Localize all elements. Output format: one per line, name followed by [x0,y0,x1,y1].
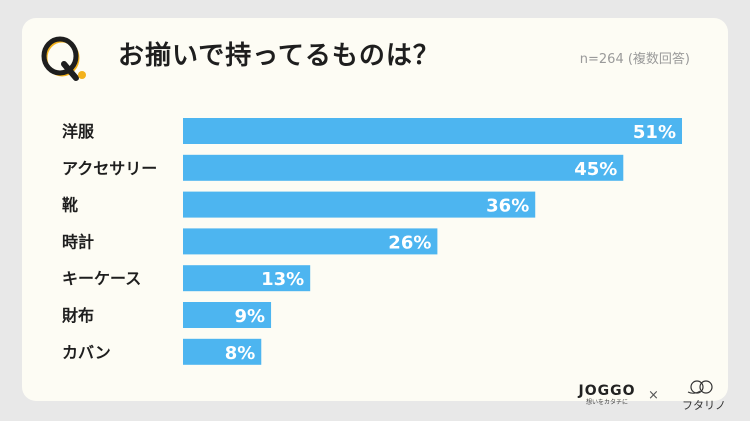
bar [183,154,624,181]
category-label: アクセサリー [62,159,157,178]
chart-title: お揃いで持ってるものは？ [118,41,440,71]
value-label: 26% [388,232,431,253]
joggo-tagline: 想いをカタチに [585,399,628,406]
category-label: 靴 [62,196,78,215]
value-label: 8% [225,343,256,364]
value-label: 13% [261,269,304,290]
value-label: 45% [574,159,617,180]
category-label: 時計 [62,232,94,251]
category-label: 財布 [62,306,94,325]
joggo-brand-name: JOGGO [578,383,636,399]
category-label: カバン [62,343,111,362]
value-label: 51% [633,122,676,143]
bar [183,228,438,255]
q-letter-icon [41,36,86,81]
value-label: 9% [234,306,265,327]
value-label: 36% [486,196,529,217]
bar [183,118,682,144]
bar [183,338,262,365]
joggo-logo: JOGGO 想いをカタチに [576,383,638,407]
sample-size-note: n=264 (複数回答) [579,52,690,67]
bar [183,302,272,328]
interlocking-rings-icon [687,380,713,394]
bar [183,265,311,292]
bar [183,191,536,218]
category-label: キーケース [62,269,141,288]
collab-separator: × [648,388,659,403]
futarino-name: フタリノ [682,399,726,412]
futarino-logo: フタリノ [676,378,732,412]
category-label: 洋服 [62,122,95,141]
